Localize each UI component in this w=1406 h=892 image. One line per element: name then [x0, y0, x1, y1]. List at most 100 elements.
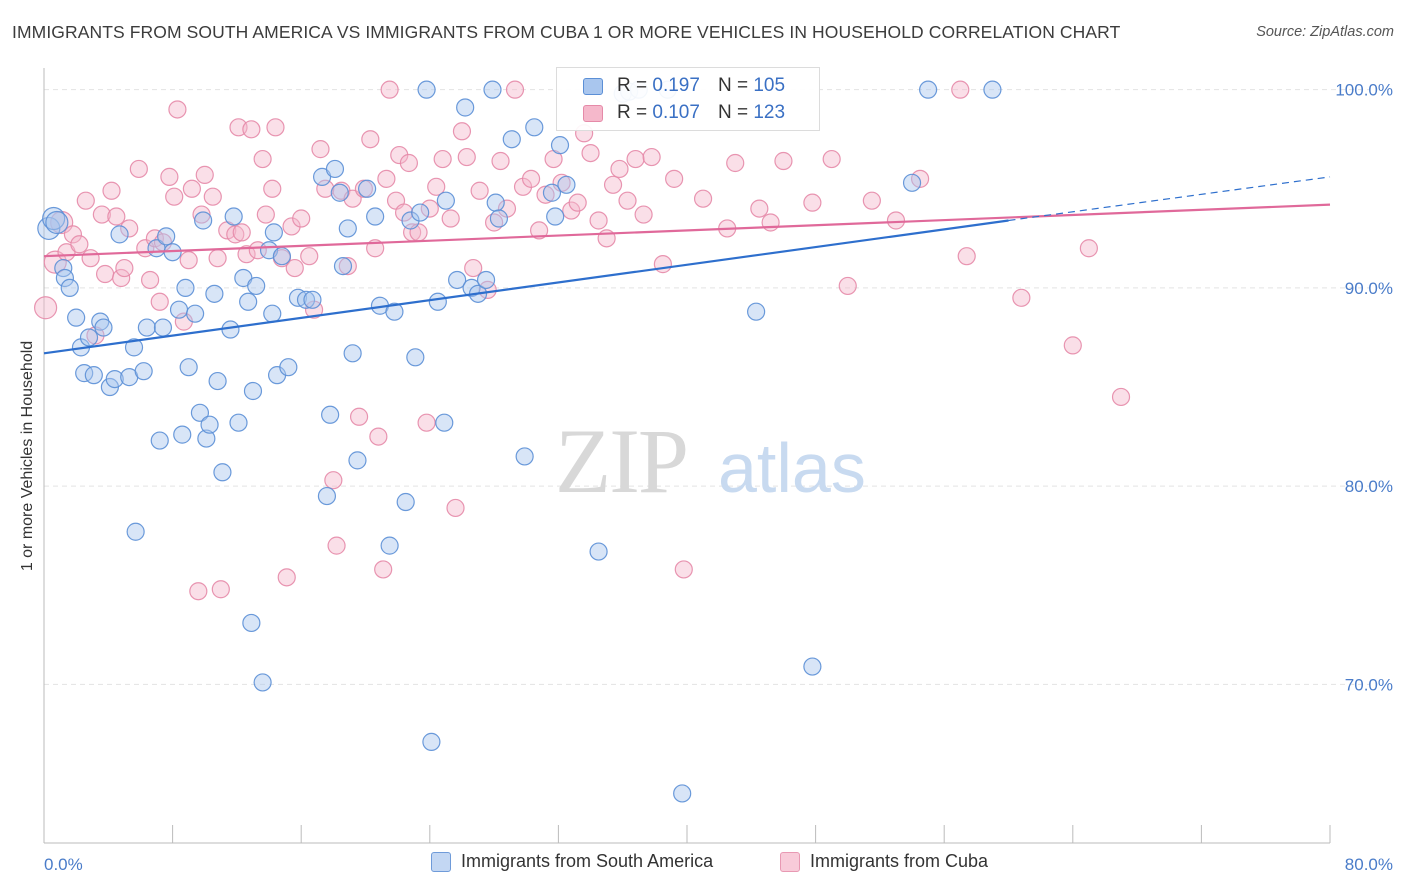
legend-label-cuba: Immigrants from Cuba [810, 851, 989, 871]
cuba-point [277, 568, 296, 587]
south-america-point [197, 429, 216, 448]
y-tick-label: 100.0% [1335, 81, 1393, 100]
south-america-point [483, 80, 502, 99]
cuba-point [634, 205, 653, 224]
cuba-point [464, 258, 483, 278]
south-america-point [406, 348, 425, 367]
legend-label-south-america: Immigrants from South America [461, 851, 714, 871]
cuba-point [377, 169, 396, 188]
south-america-point [213, 463, 232, 482]
south-america-point [176, 278, 195, 297]
south-america-point [348, 451, 367, 470]
cuba-point [726, 153, 745, 173]
cuba-point [226, 225, 245, 244]
legend-item-cuba[interactable]: Immigrants from Cuba [780, 851, 988, 872]
cuba-point [446, 498, 465, 518]
south-america-point [542, 183, 562, 202]
south-america-point [272, 247, 292, 266]
south-america-point [247, 276, 266, 296]
cuba-point [192, 205, 211, 224]
south-america-point [242, 613, 261, 633]
south-america-point [60, 278, 79, 297]
cuba-point [536, 185, 555, 204]
axes [43, 68, 1331, 844]
south-america-point [94, 318, 113, 337]
stats-legend: R = 0.197 N = 105 R = 0.107 N = 123 [556, 67, 820, 131]
cuba-point [610, 159, 629, 179]
south-america-point [264, 223, 283, 242]
legend-r-value: 0.107 [652, 102, 700, 123]
south-america-trend-extension [1008, 176, 1331, 222]
cuba-point [211, 580, 230, 599]
south-america-point [902, 173, 922, 192]
cuba-point [618, 191, 637, 210]
south-america-point [803, 657, 822, 676]
south-america-trend-line [43, 219, 1009, 355]
cuba-point [761, 213, 780, 232]
cuba-point [951, 80, 970, 99]
cuba-point [603, 175, 623, 194]
cuba-point [168, 100, 187, 119]
cuba-point [76, 191, 95, 210]
watermark-atlas: atlas [718, 429, 866, 507]
south-america-point [396, 492, 415, 512]
south-america-point [79, 328, 99, 347]
cuba-point [581, 143, 600, 163]
cuba-point [140, 270, 160, 290]
source-label: Source: ZipAtlas.com [1256, 24, 1394, 40]
cuba-point [208, 249, 227, 268]
legend-n-value: 105 [753, 75, 786, 96]
cuba-point [95, 264, 115, 284]
south-america-point [448, 270, 467, 290]
south-america-point [169, 300, 189, 319]
cuba-point [195, 165, 214, 184]
south-america-point [385, 302, 404, 321]
gridlines [44, 89, 1370, 685]
south-america-point [186, 304, 205, 323]
south-america-point [557, 175, 576, 194]
legend-item-south-america[interactable]: Immigrants from South America [431, 851, 713, 872]
south-america-point [42, 206, 66, 231]
south-america-point [502, 130, 521, 149]
south-america-point [321, 405, 340, 424]
cuba-point [417, 413, 436, 432]
south-america-point [358, 179, 377, 198]
cuba-point [120, 219, 139, 238]
south-america-point [157, 227, 176, 246]
cuba-point [232, 223, 251, 242]
south-america-point [205, 284, 224, 303]
south-america-point [435, 413, 454, 432]
cuba-point [92, 205, 111, 224]
cuba-point [674, 560, 693, 579]
cuba-point [822, 149, 841, 169]
south-america-point [343, 344, 362, 363]
south-america-point [550, 136, 570, 155]
cuba-point [63, 225, 83, 244]
south-america-point [173, 425, 192, 444]
legend-r-label: R = [617, 75, 648, 96]
south-america-point [190, 403, 210, 422]
cuba-point [203, 187, 222, 206]
south-america-point [84, 366, 103, 385]
cuba-point [626, 149, 645, 169]
south-america-point [239, 292, 258, 311]
cuba-point [1063, 336, 1082, 355]
south-america-point [546, 207, 565, 226]
x-tick-label: 0.0% [44, 855, 83, 874]
south-america-point [55, 268, 74, 288]
cuba-point [374, 560, 393, 579]
south-america-point [126, 522, 145, 541]
cuba-point [253, 149, 272, 169]
cuba-point [324, 471, 343, 490]
legend-r-label: R = [617, 102, 648, 123]
cuba-point [266, 118, 285, 137]
cuba-point [237, 245, 256, 264]
south-america-point [673, 784, 692, 803]
cuba-point [81, 249, 100, 268]
south-america-point [153, 318, 173, 337]
cuba-point [427, 177, 446, 196]
cuba-point [263, 179, 282, 198]
cuba-point [457, 147, 476, 167]
south-america-point [456, 98, 475, 117]
south-america-point [428, 292, 447, 311]
